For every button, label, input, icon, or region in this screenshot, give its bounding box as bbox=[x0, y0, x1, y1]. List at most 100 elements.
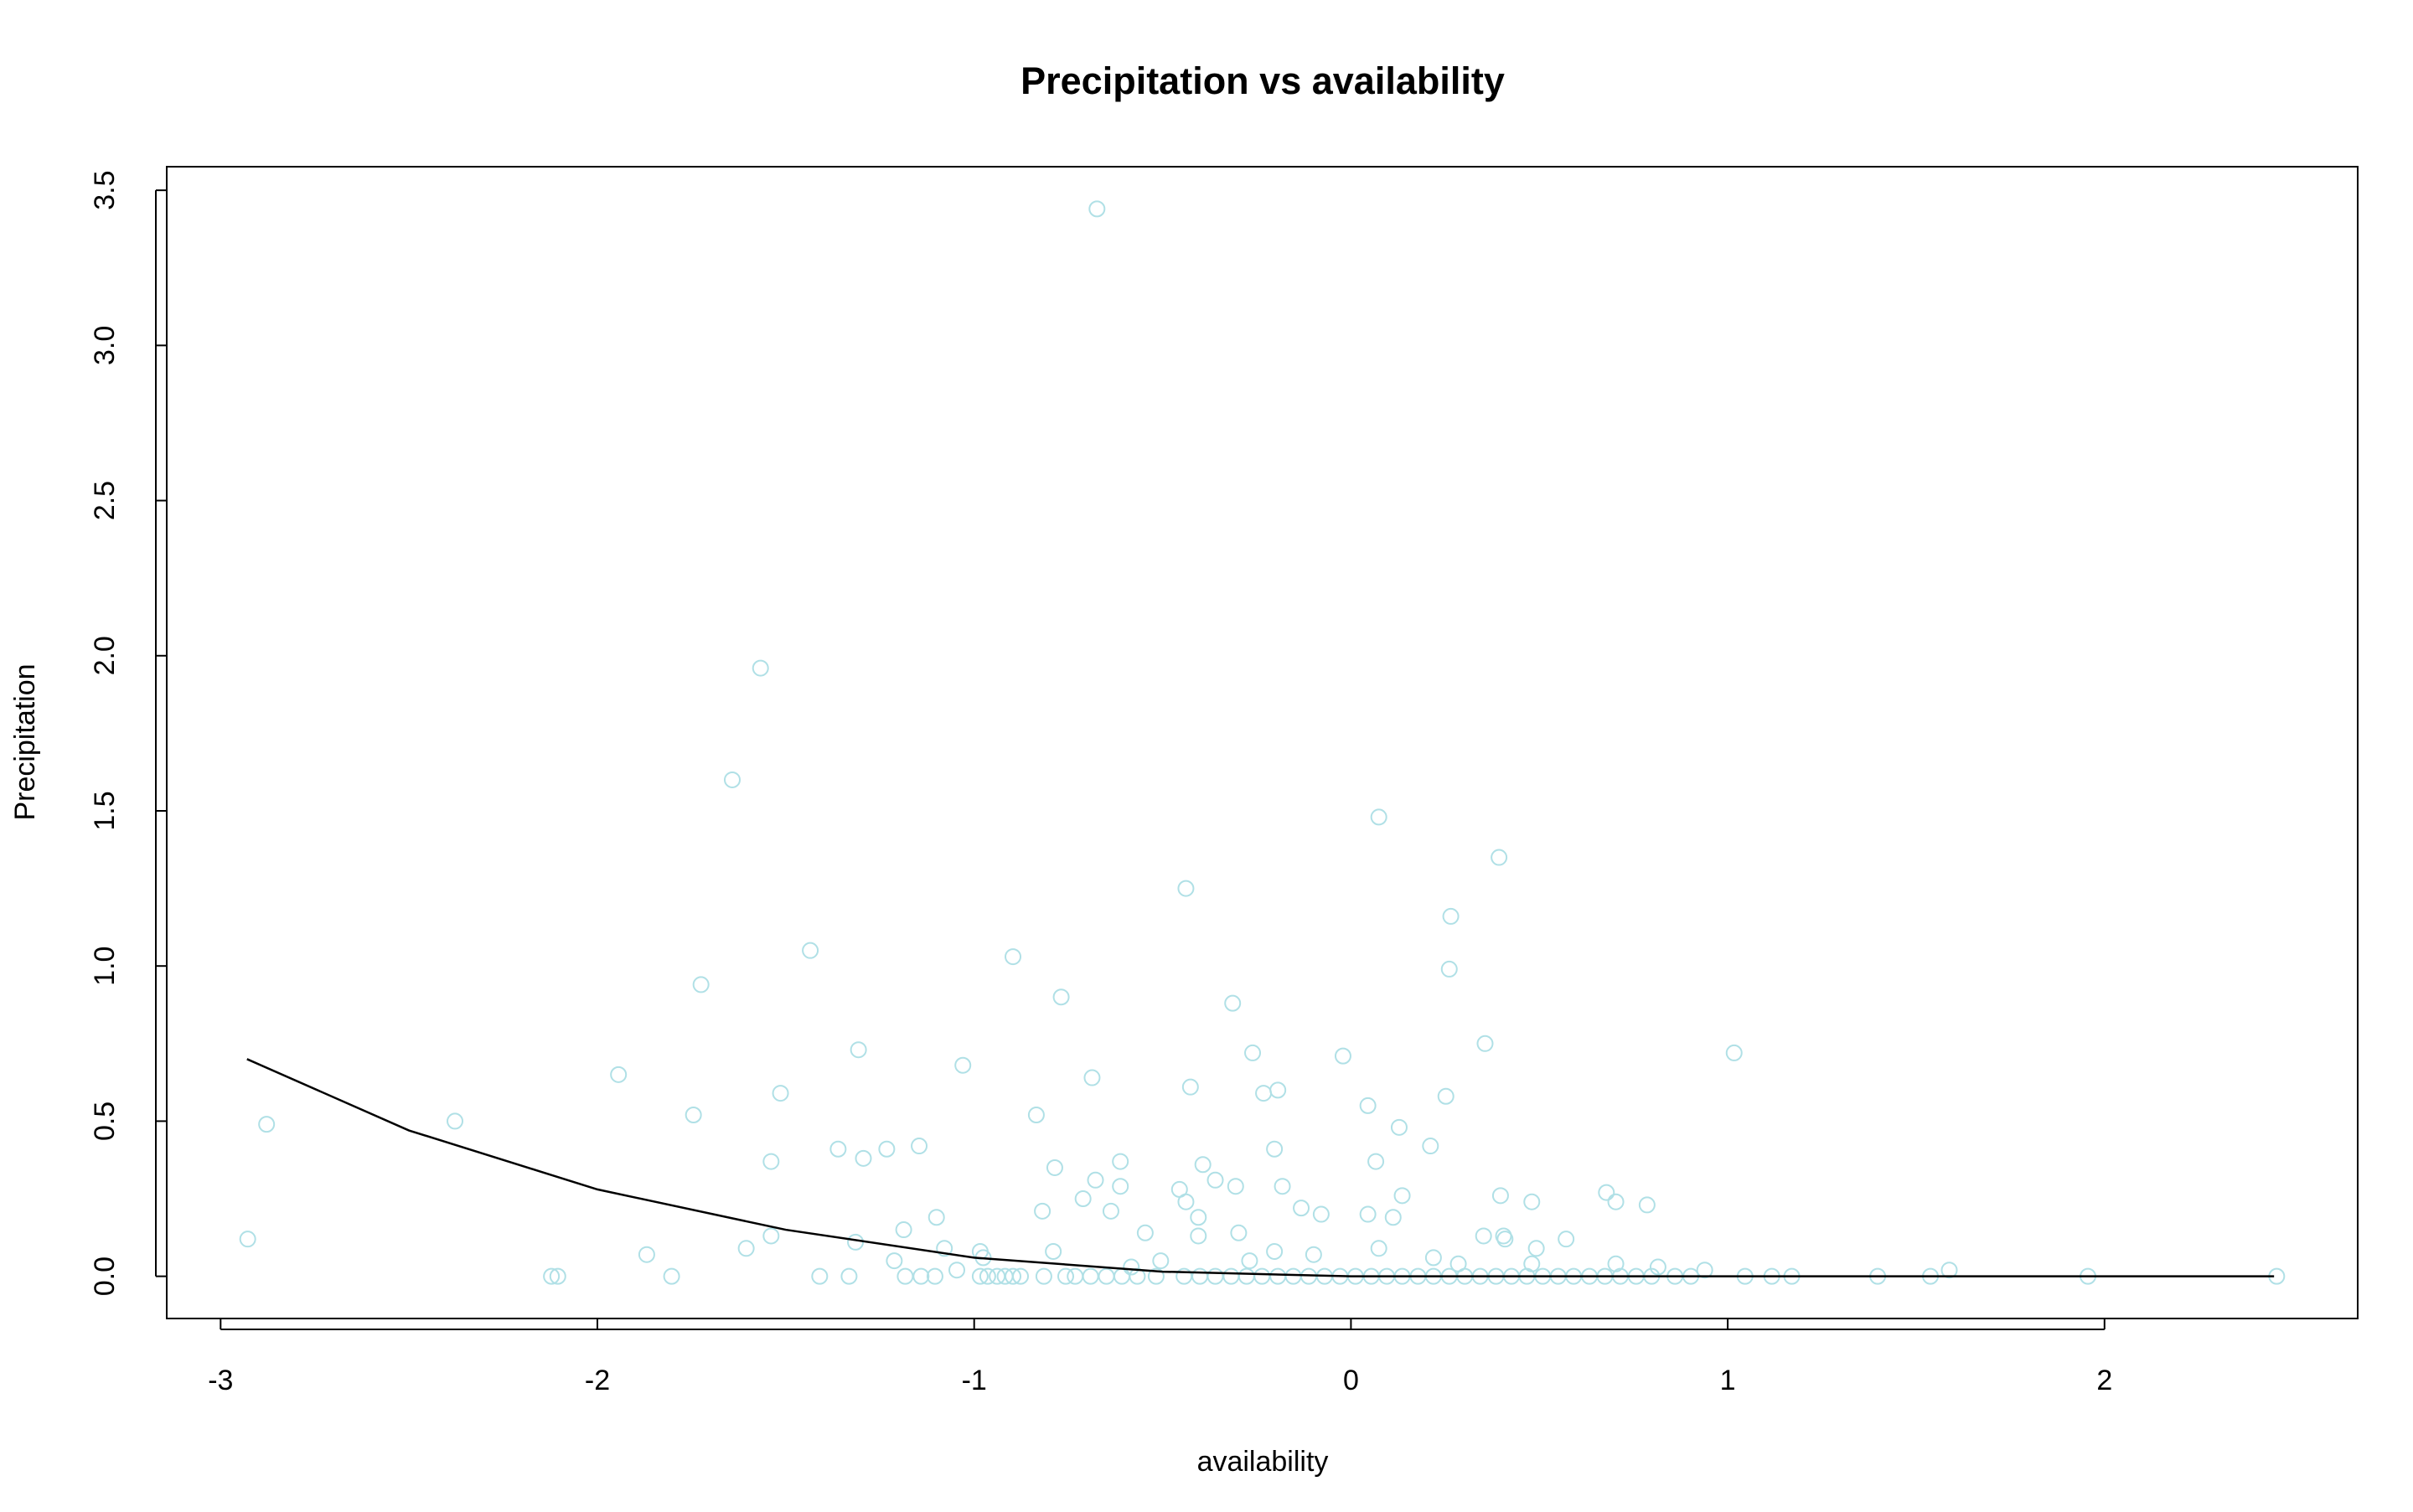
point bbox=[911, 1138, 928, 1155]
point bbox=[855, 1149, 872, 1167]
point bbox=[1424, 1249, 1442, 1267]
point bbox=[1112, 1153, 1129, 1170]
point bbox=[1088, 200, 1106, 218]
point bbox=[1057, 1267, 1074, 1285]
point bbox=[912, 1267, 930, 1285]
point bbox=[543, 1267, 561, 1285]
point bbox=[1012, 1267, 1030, 1285]
point bbox=[685, 1107, 702, 1124]
point bbox=[1147, 1267, 1165, 1285]
chart-title: Precipitation vs availability bbox=[1020, 59, 1505, 102]
point bbox=[1083, 1069, 1101, 1086]
x-tick-label: 1 bbox=[1720, 1365, 1736, 1396]
x-tick-label: 2 bbox=[2096, 1365, 2112, 1396]
point bbox=[954, 1056, 972, 1074]
point bbox=[1476, 1035, 1494, 1052]
point bbox=[1367, 1153, 1385, 1170]
fit-curve bbox=[246, 1058, 2275, 1277]
point bbox=[1190, 1227, 1207, 1245]
point bbox=[1266, 1242, 1284, 1260]
point bbox=[258, 1116, 276, 1133]
point bbox=[1112, 1178, 1129, 1195]
point bbox=[772, 1085, 789, 1102]
point bbox=[762, 1227, 780, 1245]
point bbox=[948, 1262, 966, 1279]
point bbox=[723, 771, 741, 788]
plot-frame bbox=[166, 166, 2359, 1319]
point bbox=[1005, 948, 1022, 966]
point bbox=[802, 942, 819, 959]
point bbox=[1005, 1267, 1022, 1285]
point bbox=[1370, 1240, 1387, 1257]
point bbox=[1359, 1205, 1377, 1223]
point bbox=[1440, 960, 1458, 978]
point bbox=[1177, 1193, 1195, 1210]
y-tick-label: 0.0 bbox=[89, 1257, 121, 1296]
point bbox=[692, 976, 710, 993]
point bbox=[1725, 1044, 1743, 1061]
point bbox=[1940, 1262, 1958, 1279]
point bbox=[1190, 1209, 1207, 1226]
point bbox=[663, 1267, 680, 1285]
point bbox=[1607, 1255, 1625, 1272]
point bbox=[1393, 1187, 1411, 1205]
point bbox=[1034, 1202, 1051, 1220]
y-axis-title: Precipitation bbox=[9, 663, 41, 820]
point bbox=[979, 1267, 996, 1285]
point bbox=[1274, 1178, 1291, 1195]
point bbox=[1607, 1193, 1625, 1210]
point bbox=[1255, 1085, 1273, 1102]
point bbox=[610, 1066, 628, 1083]
point bbox=[1181, 1078, 1199, 1096]
point bbox=[239, 1231, 256, 1248]
point bbox=[1177, 880, 1195, 897]
point bbox=[1370, 808, 1387, 826]
point bbox=[1491, 849, 1508, 866]
point bbox=[1102, 1202, 1119, 1220]
point bbox=[1558, 1231, 1575, 1248]
y-tick-label: 2.0 bbox=[89, 636, 121, 675]
point bbox=[1638, 1196, 1656, 1214]
point bbox=[1136, 1224, 1154, 1241]
point bbox=[1312, 1205, 1330, 1223]
point bbox=[1227, 1178, 1244, 1195]
point bbox=[549, 1267, 566, 1285]
point bbox=[1649, 1258, 1666, 1276]
point bbox=[1266, 1140, 1284, 1158]
point bbox=[1523, 1193, 1541, 1210]
point bbox=[850, 1041, 867, 1059]
point bbox=[1598, 1184, 1615, 1201]
point bbox=[1437, 1087, 1455, 1105]
point bbox=[1046, 1159, 1063, 1176]
point bbox=[1230, 1224, 1248, 1241]
point bbox=[895, 1221, 912, 1239]
point bbox=[1224, 994, 1242, 1012]
point bbox=[1045, 1242, 1062, 1260]
x-tick-label: -1 bbox=[962, 1365, 987, 1396]
point bbox=[971, 1267, 989, 1285]
point bbox=[1206, 1171, 1224, 1189]
point bbox=[752, 659, 769, 677]
x-tick-label: 0 bbox=[1343, 1365, 1359, 1396]
point bbox=[1305, 1246, 1322, 1263]
point bbox=[1384, 1209, 1402, 1226]
point bbox=[1527, 1240, 1545, 1257]
point bbox=[1491, 1187, 1509, 1205]
point bbox=[762, 1153, 780, 1170]
point bbox=[1293, 1200, 1310, 1217]
point bbox=[1035, 1267, 1052, 1285]
point bbox=[1074, 1190, 1092, 1208]
point bbox=[1194, 1156, 1212, 1174]
point bbox=[1359, 1097, 1377, 1114]
y-tick-label: 3.5 bbox=[89, 171, 121, 210]
point bbox=[878, 1140, 896, 1158]
point bbox=[840, 1267, 858, 1285]
y-tick-label: 2.5 bbox=[89, 481, 121, 520]
point bbox=[1244, 1044, 1262, 1061]
x-tick-label: -2 bbox=[585, 1365, 610, 1396]
point bbox=[1152, 1252, 1170, 1270]
point bbox=[1241, 1252, 1258, 1270]
